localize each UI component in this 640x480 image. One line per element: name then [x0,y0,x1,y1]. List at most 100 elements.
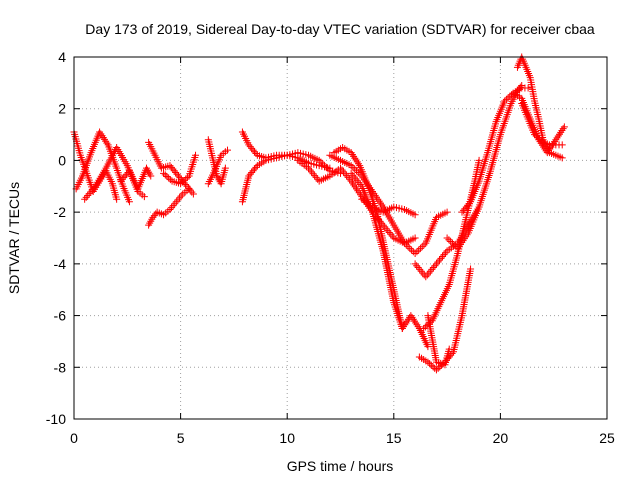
data-point [176,174,184,182]
data-point [165,174,173,182]
data-point [558,154,566,162]
data-point [427,361,435,369]
x-tick-label: 5 [177,430,185,446]
data-point [352,167,360,175]
data-point [459,206,467,214]
data-point [177,180,185,188]
data-point [150,212,158,220]
data-point [252,163,260,171]
data-point [172,168,180,176]
data-point [458,208,466,216]
data-point [558,141,566,149]
data-point [182,175,190,183]
data-point [245,141,253,149]
data-point [418,243,426,251]
data-point [504,94,512,102]
data-point [420,325,428,332]
series-arc-9 [204,146,232,188]
data-point [224,146,232,154]
data-point [180,177,188,185]
data-point [349,163,357,171]
series-arc-18 [415,265,475,374]
data-point [251,165,259,173]
data-point [160,169,168,177]
data-point [251,148,259,156]
data-point [560,123,568,131]
y-tick-label: -6 [54,308,67,324]
data-point [415,246,423,254]
data-point [448,239,456,247]
data-point [420,241,428,249]
data-point [117,177,125,185]
data-point [167,163,175,171]
data-point [163,172,171,180]
series-arc-11 [238,149,344,206]
data-point [245,172,253,180]
series-arc-25 [509,89,568,157]
data-point [183,173,191,181]
data-point [404,243,412,251]
data-point [249,146,257,154]
y-tick-label: -4 [54,256,67,272]
data-point [246,143,254,151]
y-tick-label: -10 [46,411,66,427]
data-point [347,162,355,170]
y-tick-label: 4 [58,49,66,65]
data-point [524,84,532,92]
data-point [462,203,470,211]
data-point [518,81,526,89]
x-tick-label: 0 [70,430,78,446]
data-point [221,164,229,172]
data-point [248,144,256,152]
data-point [125,198,133,206]
data-point [475,156,483,164]
data-point [400,239,408,247]
data-point [324,165,332,173]
data-point [189,190,197,198]
data-point [426,360,434,368]
y-tick-label: -8 [54,359,67,375]
data-point [447,237,455,245]
data-point [501,97,509,105]
series-arc-16 [358,195,419,219]
data-point [147,172,155,180]
data-point [506,92,514,100]
data-point [461,205,469,213]
x-tick-label: 20 [493,430,509,446]
data-point [113,195,121,203]
data-point [408,246,416,254]
data-point [249,167,257,175]
x-tick-label: 10 [279,430,295,446]
series-arc-22 [443,81,526,252]
data-point [149,213,157,221]
series-arc-20 [424,312,453,369]
data-point [450,241,458,249]
data-point [322,163,330,171]
data-point [246,170,254,178]
x-tick-label: 15 [386,430,402,446]
series-arc-2 [72,128,133,206]
data-point [170,167,178,175]
x-axis-label: GPS time / hours [287,458,394,474]
data-point [516,83,524,91]
data-point [121,172,129,180]
data-point [317,158,325,166]
data-point [315,156,323,164]
data-point [402,241,410,249]
data-point [467,265,475,273]
data-point [321,162,329,170]
data-point [465,200,473,208]
data-point [166,176,174,184]
ticks-layer: 0 5 10 15 20 25 -10 -8 -6 -4 -2 0 2 4 [46,49,615,446]
data-point [248,168,256,176]
data-point [411,234,419,242]
series-arc-15 [347,169,432,351]
series-arc-21 [458,84,532,216]
chart-title: Day 173 of 2019, Sidereal Day-to-day VTE… [85,21,595,37]
data-point [429,363,437,371]
y-tick-label: 2 [58,101,66,117]
data-point [416,244,424,252]
data-point [123,170,131,178]
